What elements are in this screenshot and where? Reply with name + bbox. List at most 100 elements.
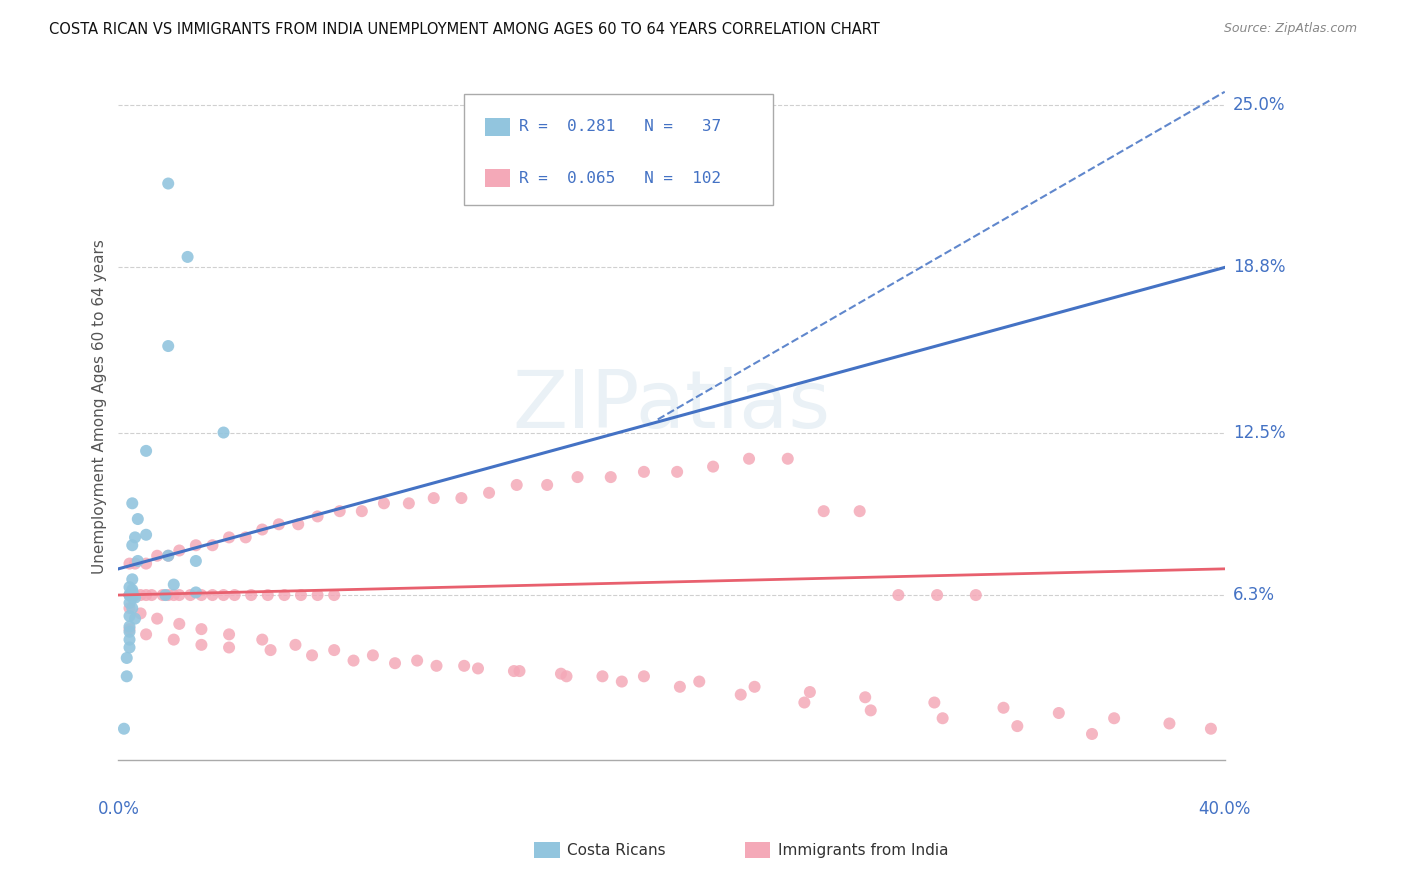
Point <box>118 596 141 610</box>
Point <box>848 504 870 518</box>
Point <box>666 465 689 479</box>
Point <box>224 588 246 602</box>
Point <box>121 582 143 597</box>
Point <box>887 588 910 602</box>
Point <box>730 688 752 702</box>
Text: R =  0.281   N =   37: R = 0.281 N = 37 <box>519 120 721 135</box>
Point <box>121 588 143 602</box>
Point <box>256 588 278 602</box>
Point <box>993 700 1015 714</box>
Text: R =  0.065   N =  102: R = 0.065 N = 102 <box>519 170 721 186</box>
Point <box>599 470 621 484</box>
Point <box>853 690 876 705</box>
Point <box>793 696 815 710</box>
Point <box>323 643 346 657</box>
Point <box>135 557 157 571</box>
Point <box>118 640 141 655</box>
Point <box>252 632 274 647</box>
Point <box>467 661 489 675</box>
Point <box>127 554 149 568</box>
Point <box>813 504 835 518</box>
Point <box>591 669 613 683</box>
Text: Costa Ricans: Costa Ricans <box>567 843 665 857</box>
Point <box>112 722 135 736</box>
Point <box>273 588 295 602</box>
Point <box>506 478 529 492</box>
Point <box>190 622 212 636</box>
Point <box>859 703 882 717</box>
Point <box>118 632 141 647</box>
Point <box>190 638 212 652</box>
Point <box>141 588 163 602</box>
Point <box>135 627 157 641</box>
Point <box>329 504 352 518</box>
Point <box>121 591 143 605</box>
Point <box>135 443 157 458</box>
Point <box>121 585 143 599</box>
Point <box>218 530 240 544</box>
Point <box>965 588 987 602</box>
Point <box>212 425 235 440</box>
Point <box>307 509 329 524</box>
Point <box>152 588 174 602</box>
Point <box>688 674 710 689</box>
Point <box>184 554 207 568</box>
Point <box>121 572 143 586</box>
Point <box>252 523 274 537</box>
Text: 0.0%: 0.0% <box>97 799 139 817</box>
Point <box>179 588 201 602</box>
Text: 40.0%: 40.0% <box>1198 799 1251 817</box>
Point <box>212 588 235 602</box>
Point <box>157 588 180 602</box>
Point <box>127 512 149 526</box>
Point <box>373 496 395 510</box>
Text: 25.0%: 25.0% <box>1233 95 1285 114</box>
Point <box>121 585 143 599</box>
Text: Source: ZipAtlas.com: Source: ZipAtlas.com <box>1223 22 1357 36</box>
Point <box>307 588 329 602</box>
Point <box>124 588 146 602</box>
Point <box>398 496 420 510</box>
Point <box>702 459 724 474</box>
Point <box>567 470 589 484</box>
Point <box>1159 716 1181 731</box>
Point <box>118 588 141 602</box>
Point <box>169 616 191 631</box>
Point <box>1081 727 1104 741</box>
Point <box>121 601 143 615</box>
Point <box>118 588 141 602</box>
Point <box>163 588 186 602</box>
Point <box>361 648 384 663</box>
Point <box>287 517 309 532</box>
Point <box>163 577 186 591</box>
Point <box>184 538 207 552</box>
Point <box>342 654 364 668</box>
Point <box>776 451 799 466</box>
Point <box>422 491 444 505</box>
Point <box>124 591 146 605</box>
Point <box>301 648 323 663</box>
Point <box>1007 719 1029 733</box>
Point <box>384 657 406 671</box>
Point <box>129 607 152 621</box>
Point <box>169 543 191 558</box>
Point <box>284 638 307 652</box>
Point <box>169 588 191 602</box>
Point <box>218 640 240 655</box>
Point <box>1102 711 1125 725</box>
Point <box>115 669 138 683</box>
Point <box>290 588 312 602</box>
Point <box>146 549 169 563</box>
Point <box>157 177 180 191</box>
Text: 18.8%: 18.8% <box>1233 259 1285 277</box>
Point <box>124 612 146 626</box>
Point <box>555 669 578 683</box>
Point <box>146 612 169 626</box>
Point <box>135 528 157 542</box>
Point <box>218 627 240 641</box>
Text: Immigrants from India: Immigrants from India <box>778 843 948 857</box>
Point <box>453 658 475 673</box>
Point <box>610 674 633 689</box>
Point <box>118 588 141 602</box>
Point <box>927 588 949 602</box>
